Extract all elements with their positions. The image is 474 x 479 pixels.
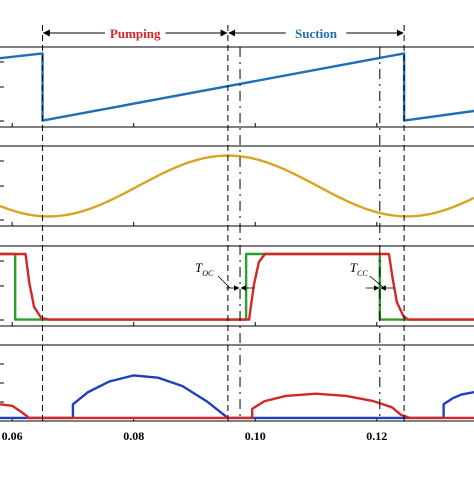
panel-frame-1 bbox=[0, 46, 474, 128]
annotation-label-cc: TCC bbox=[350, 260, 369, 278]
series-layer bbox=[0, 52, 474, 420]
sine-panel-series-1 bbox=[0, 154, 474, 218]
panel-frame-4 bbox=[0, 344, 474, 422]
labels-layer: TOC TCC 0.06 0.08 0.10 0.12 bbox=[2, 260, 394, 443]
phase-label-suction: Suction bbox=[295, 26, 338, 41]
phase-label-bg bbox=[285, 24, 347, 40]
valve-panel-series-1 bbox=[0, 252, 474, 321]
x-tick-label-3: 0.10 bbox=[245, 429, 266, 443]
flow-panel-series-2 bbox=[0, 392, 474, 420]
panel-frame-2 bbox=[0, 145, 474, 227]
phase-label-bg bbox=[104, 24, 166, 40]
panel-frames bbox=[0, 46, 474, 422]
x-tick-label-1: 0.06 bbox=[2, 429, 23, 443]
dashed-lines-layer bbox=[42, 25, 405, 421]
valve-panel-series-2 bbox=[0, 252, 474, 321]
x-tick-label-4: 0.12 bbox=[366, 429, 387, 443]
panel-frame-3 bbox=[0, 245, 474, 327]
sawtooth-panel-series-1 bbox=[0, 52, 474, 122]
flow-panel-series-1 bbox=[0, 374, 474, 420]
annotation-label-oc: TOC bbox=[195, 260, 214, 278]
phase-arrows-layer: Pumping Suction bbox=[42, 24, 404, 41]
phase-label-pumping: Pumping bbox=[110, 26, 161, 41]
x-tick-label-2: 0.08 bbox=[123, 429, 144, 443]
annotation-leader bbox=[369, 275, 385, 289]
annotation-leader bbox=[217, 275, 231, 289]
